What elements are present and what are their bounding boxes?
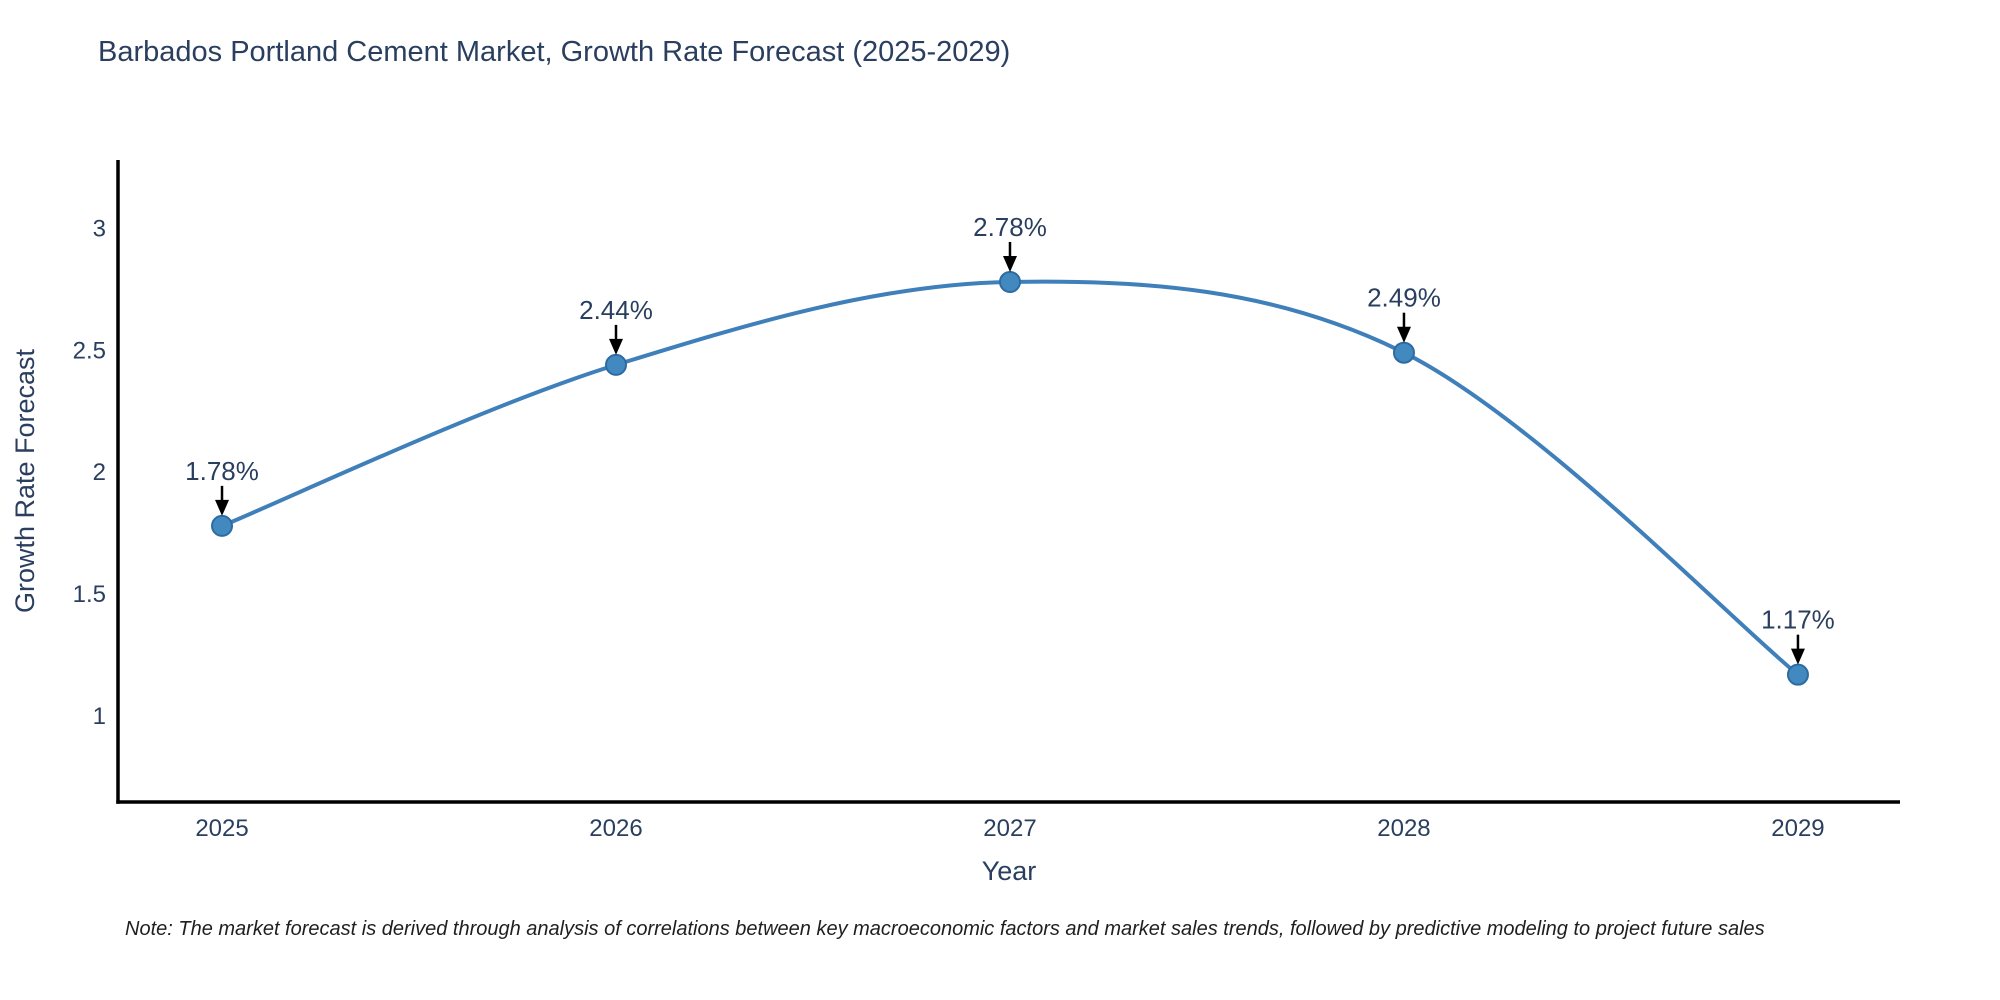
annotation-label: 1.78% [185, 456, 259, 486]
data-point-2028[interactable] [1392, 341, 1415, 364]
forecast-line [220, 279, 1800, 677]
data-point-2027[interactable] [998, 270, 1021, 293]
y-tick-label: 1 [93, 703, 106, 730]
x-tick-label: 2029 [1771, 815, 1824, 842]
annotation-arrowhead [1002, 255, 1017, 272]
data-point-2026[interactable] [604, 353, 627, 376]
x-tick-label: 2026 [589, 815, 642, 842]
y-axis-title: Growth Rate Forecast [10, 348, 40, 613]
data-point-2025[interactable] [211, 514, 234, 537]
y-tick-label: 2.5 [73, 337, 106, 364]
annotation-arrowhead [1396, 326, 1411, 343]
x-axis-title: Year [982, 856, 1037, 886]
annotation-arrowhead [1790, 648, 1805, 665]
footnote: Note: The market forecast is derived thr… [125, 918, 1765, 940]
chart-title: Barbados Portland Cement Market, Growth … [98, 36, 1011, 68]
x-tick-label: 2027 [983, 815, 1036, 842]
y-tick-label: 2 [93, 459, 106, 486]
annotation-label: 1.17% [1761, 605, 1835, 635]
x-tick-label: 2028 [1377, 815, 1430, 842]
x-tick-label: 2025 [195, 815, 248, 842]
data-point-2029[interactable] [1786, 663, 1809, 686]
annotation-label: 2.44% [579, 295, 653, 325]
annotation-arrowhead [215, 499, 230, 516]
y-tick-label: 1.5 [73, 581, 106, 608]
annotation-label: 2.78% [973, 212, 1047, 242]
annotation-label: 2.49% [1367, 283, 1441, 313]
annotation-arrowhead [608, 338, 623, 355]
line-chart-canvas: 1 1.5 2 2.5 3 2025 2026 2027 2028 2029 Growth Rate… [10, 160, 1900, 886]
y-tick-label: 3 [93, 215, 106, 242]
